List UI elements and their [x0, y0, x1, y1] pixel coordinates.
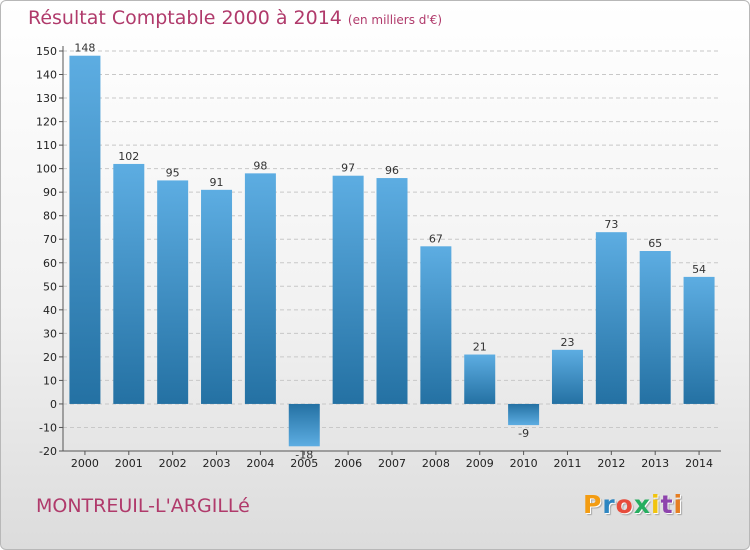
bar: [595, 232, 627, 404]
bar-value-label: 102: [118, 150, 139, 163]
y-tick-label: 70: [43, 233, 57, 246]
y-tick-label: 140: [36, 69, 57, 82]
y-tick-label: 100: [36, 163, 57, 176]
y-tick-label: 30: [43, 327, 57, 340]
chart-subtitle: (en milliers d'€): [347, 13, 443, 27]
bar-value-label: 98: [253, 159, 267, 172]
y-tick-label: 80: [43, 210, 57, 223]
bar-value-label: 23: [560, 336, 574, 349]
y-tick-label: 40: [43, 304, 57, 317]
logo-letter: i: [673, 490, 684, 519]
logo-letter: i: [651, 490, 661, 519]
x-tick-label: 2007: [378, 457, 406, 470]
x-tick-label: 2009: [466, 457, 494, 470]
y-tick-label: -10: [39, 421, 57, 434]
bar: [508, 403, 540, 426]
logo-letter: r: [602, 490, 616, 519]
chart-title-text: Résultat Comptable 2000 à 2014: [28, 7, 342, 29]
bar: [332, 175, 364, 404]
bar: [113, 163, 145, 404]
x-tick-label: 2001: [115, 457, 143, 470]
bar: [464, 354, 496, 404]
y-tick-label: 50: [43, 280, 57, 293]
bar-value-label: 97: [341, 162, 355, 175]
bar: [157, 180, 189, 404]
x-tick-label: 2000: [71, 457, 99, 470]
logo-letter: x: [633, 490, 651, 519]
y-tick-label: 20: [43, 351, 57, 364]
bar-value-label: 148: [74, 42, 95, 55]
y-tick-label: 130: [36, 92, 57, 105]
chart-title: Résultat Comptable 2000 à 2014 (en millie…: [28, 7, 442, 29]
x-tick-label: 2003: [203, 457, 231, 470]
bar-value-label: 65: [648, 237, 662, 250]
bar-value-label: 95: [166, 166, 180, 179]
x-tick-label: 2013: [641, 457, 669, 470]
x-tick-label: 2014: [685, 457, 713, 470]
bar-value-label: -9: [518, 427, 529, 440]
x-tick-label: 2008: [422, 457, 450, 470]
y-tick-label: 10: [43, 374, 57, 387]
bar: [376, 178, 408, 404]
x-tick-label: 2005: [290, 457, 318, 470]
x-tick-label: 2011: [553, 457, 581, 470]
bar: [420, 246, 452, 404]
logo-letter: o: [615, 490, 634, 519]
y-tick-label: -20: [39, 445, 57, 458]
bar: [201, 189, 233, 404]
bar: [551, 349, 583, 404]
commune-name: MONTREUIL-L'ARGILLé: [36, 495, 250, 517]
y-tick-label: 60: [43, 257, 57, 270]
bar-value-label: 54: [692, 263, 706, 276]
bar-value-label: 73: [604, 218, 618, 231]
x-tick-label: 2012: [597, 457, 625, 470]
bar: [69, 55, 101, 404]
y-tick-label: 120: [36, 116, 57, 129]
bar-value-label: 96: [385, 164, 399, 177]
bar-value-label: 91: [210, 176, 224, 189]
logo-letter: t: [660, 490, 674, 519]
bar-value-label: 67: [429, 232, 443, 245]
y-tick-label: 110: [36, 139, 57, 152]
x-tick-label: 2010: [510, 457, 538, 470]
bar-value-label: 21: [473, 341, 487, 354]
bar: [244, 173, 276, 404]
bar: [683, 276, 715, 404]
y-tick-label: 150: [36, 45, 57, 58]
bar: [639, 251, 671, 404]
x-tick-label: 2006: [334, 457, 362, 470]
y-tick-label: 0: [50, 398, 57, 411]
bar: [288, 403, 320, 447]
proxiti-logo[interactable]: Proxiti: [583, 490, 683, 519]
logo-letter: P: [583, 490, 603, 519]
x-tick-label: 2004: [246, 457, 274, 470]
x-tick-label: 2002: [159, 457, 187, 470]
y-tick-label: 90: [43, 186, 57, 199]
